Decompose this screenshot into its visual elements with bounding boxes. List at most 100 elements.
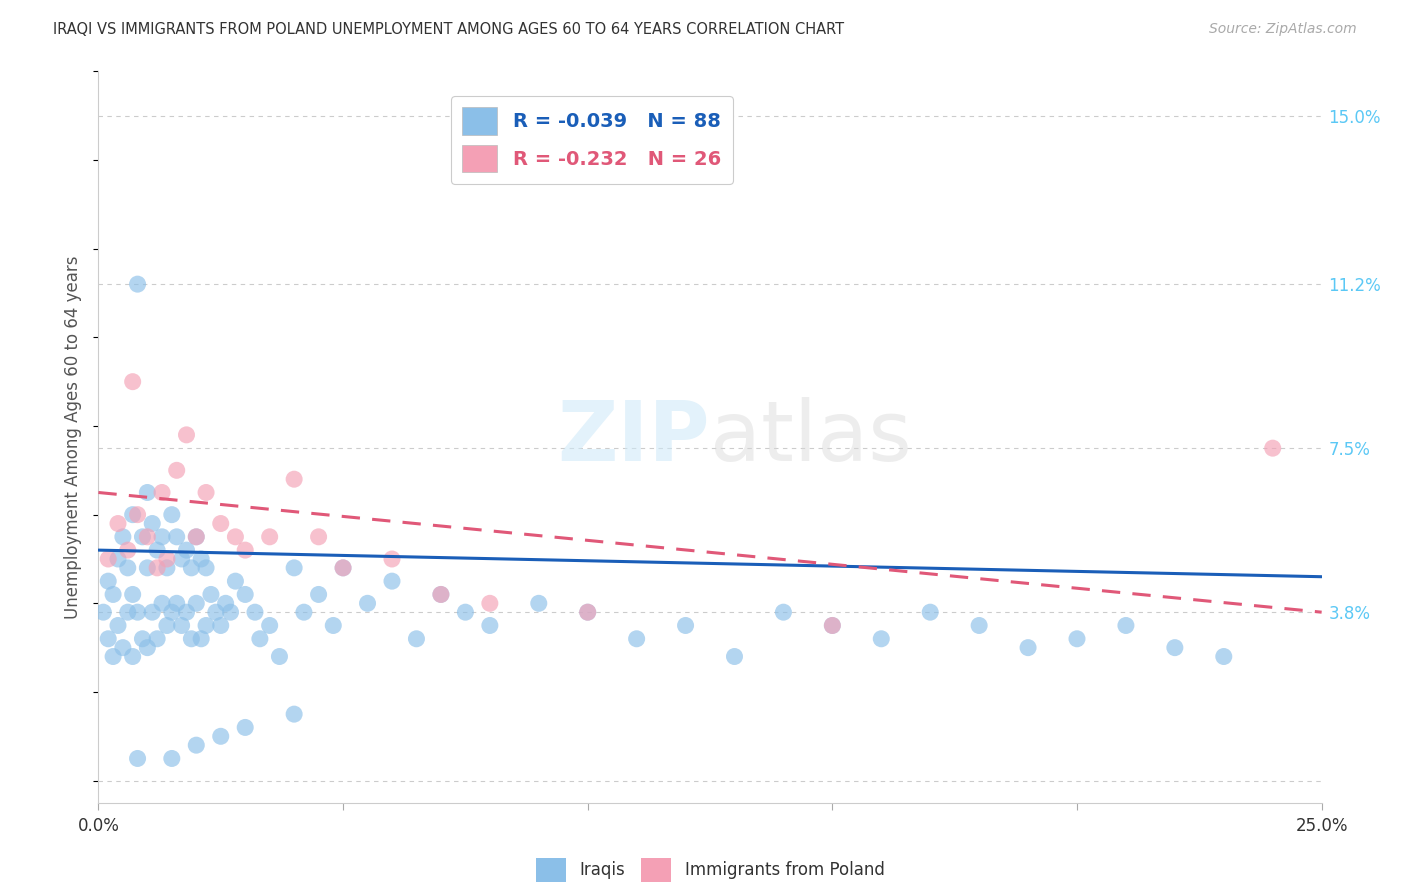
Point: [180, 632, 202, 646]
Point: [146, 561, 169, 575]
Point: [160, 605, 183, 619]
Point: [1115, 618, 1137, 632]
Point: [127, 277, 149, 292]
Point: [821, 618, 844, 632]
Point: [209, 516, 232, 531]
Point: [121, 508, 143, 522]
Point: [1261, 441, 1284, 455]
Point: [127, 751, 149, 765]
Point: [205, 605, 228, 619]
Point: [111, 530, 134, 544]
Point: [186, 738, 208, 752]
Point: [176, 428, 198, 442]
Point: [967, 618, 990, 632]
Point: [156, 618, 179, 632]
Point: [121, 587, 143, 601]
Point: [1017, 640, 1039, 655]
Point: [117, 561, 139, 575]
Y-axis label: Unemployment Among Ages 60 to 64 years: Unemployment Among Ages 60 to 64 years: [65, 255, 83, 619]
Point: [243, 605, 266, 619]
Point: [356, 596, 378, 610]
Point: [127, 508, 149, 522]
Point: [160, 751, 183, 765]
Point: [675, 618, 697, 632]
Point: [186, 530, 208, 544]
Point: [454, 605, 477, 619]
Point: [136, 561, 159, 575]
Point: [200, 587, 222, 601]
Point: [131, 632, 153, 646]
Point: [332, 561, 354, 575]
Point: [97, 552, 120, 566]
Legend: Iraqis, Immigrants from Poland: Iraqis, Immigrants from Poland: [529, 851, 891, 888]
Point: [107, 516, 129, 531]
Point: [107, 618, 129, 632]
Text: ZIP: ZIP: [558, 397, 710, 477]
Point: [150, 485, 173, 500]
Text: IRAQI VS IMMIGRANTS FROM POLAND UNEMPLOYMENT AMONG AGES 60 TO 64 YEARS CORRELATI: IRAQI VS IMMIGRANTS FROM POLAND UNEMPLOY…: [53, 22, 845, 37]
Point: [1212, 649, 1234, 664]
Point: [131, 530, 153, 544]
Point: [190, 552, 212, 566]
Point: [166, 596, 188, 610]
Point: [259, 618, 281, 632]
Point: [150, 596, 173, 610]
Point: [233, 721, 256, 735]
Point: [180, 561, 202, 575]
Point: [430, 587, 453, 601]
Point: [156, 552, 179, 566]
Point: [478, 596, 501, 610]
Point: [117, 605, 139, 619]
Point: [170, 618, 193, 632]
Point: [195, 618, 218, 632]
Point: [141, 605, 163, 619]
Point: [136, 530, 159, 544]
Point: [186, 530, 208, 544]
Point: [186, 596, 208, 610]
Point: [209, 729, 232, 743]
Point: [101, 649, 124, 664]
Point: [576, 605, 599, 619]
Point: [214, 596, 236, 610]
Point: [127, 605, 149, 619]
Point: [107, 552, 129, 566]
Point: [176, 605, 198, 619]
Point: [136, 485, 159, 500]
Point: [97, 574, 120, 589]
Point: [224, 530, 246, 544]
Point: [190, 632, 212, 646]
Point: [121, 375, 143, 389]
Point: [170, 552, 193, 566]
Point: [249, 632, 271, 646]
Point: [405, 632, 427, 646]
Point: [141, 516, 163, 531]
Point: [259, 530, 281, 544]
Point: [136, 640, 159, 655]
Point: [332, 561, 354, 575]
Point: [233, 587, 256, 601]
Point: [101, 587, 124, 601]
Point: [1164, 640, 1187, 655]
Text: Source: ZipAtlas.com: Source: ZipAtlas.com: [1209, 22, 1357, 37]
Point: [283, 561, 305, 575]
Point: [91, 605, 114, 619]
Point: [527, 596, 550, 610]
Point: [772, 605, 794, 619]
Point: [224, 574, 246, 589]
Point: [150, 530, 173, 544]
Point: [576, 605, 599, 619]
Point: [166, 530, 188, 544]
Point: [381, 552, 404, 566]
Point: [160, 508, 183, 522]
Point: [283, 707, 305, 722]
Point: [283, 472, 305, 486]
Point: [381, 574, 404, 589]
Point: [308, 530, 330, 544]
Point: [269, 649, 291, 664]
Point: [626, 632, 648, 646]
Point: [97, 632, 120, 646]
Point: [209, 618, 232, 632]
Point: [870, 632, 893, 646]
Point: [1066, 632, 1088, 646]
Point: [292, 605, 315, 619]
